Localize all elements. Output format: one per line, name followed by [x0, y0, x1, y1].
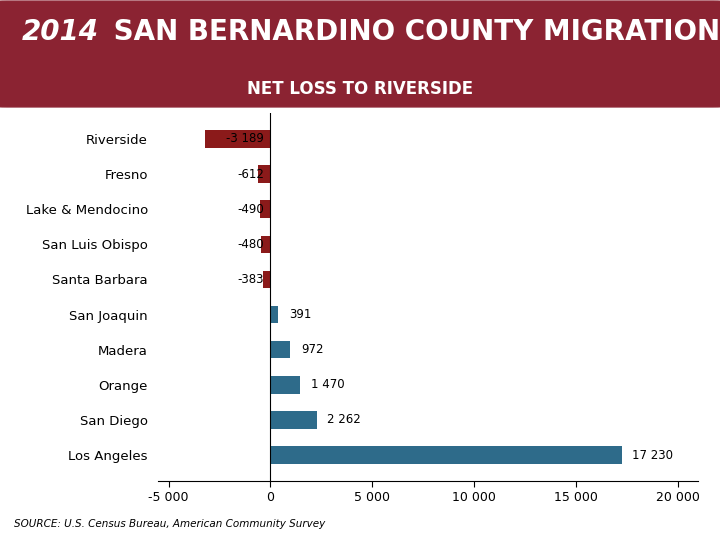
- Text: -383: -383: [238, 273, 264, 286]
- Bar: [263, 271, 271, 288]
- Text: -480: -480: [238, 238, 264, 251]
- Text: -612: -612: [237, 167, 264, 180]
- Bar: [261, 200, 271, 218]
- Text: 1 470: 1 470: [311, 379, 345, 392]
- Text: SAN BERNARDINO COUNTY MIGRATION: SAN BERNARDINO COUNTY MIGRATION: [104, 18, 720, 46]
- Text: NET LOSS TO RIVERSIDE: NET LOSS TO RIVERSIDE: [247, 79, 473, 98]
- Text: 2 262: 2 262: [328, 414, 361, 427]
- Text: 972: 972: [301, 343, 323, 356]
- Text: -490: -490: [238, 202, 264, 215]
- Text: SOURCE: U.S. Census Bureau, American Community Survey: SOURCE: U.S. Census Bureau, American Com…: [14, 519, 325, 529]
- Text: 2014: 2014: [22, 18, 99, 46]
- Text: 17 230: 17 230: [632, 449, 673, 462]
- Bar: [271, 341, 290, 359]
- FancyBboxPatch shape: [0, 1, 720, 107]
- Bar: [271, 306, 279, 323]
- Bar: [205, 130, 271, 147]
- Text: 391: 391: [289, 308, 312, 321]
- Bar: [258, 165, 271, 183]
- Bar: [271, 447, 621, 464]
- Bar: [271, 376, 300, 394]
- Text: -3 189: -3 189: [226, 132, 264, 145]
- Bar: [271, 411, 317, 429]
- Bar: [261, 235, 271, 253]
